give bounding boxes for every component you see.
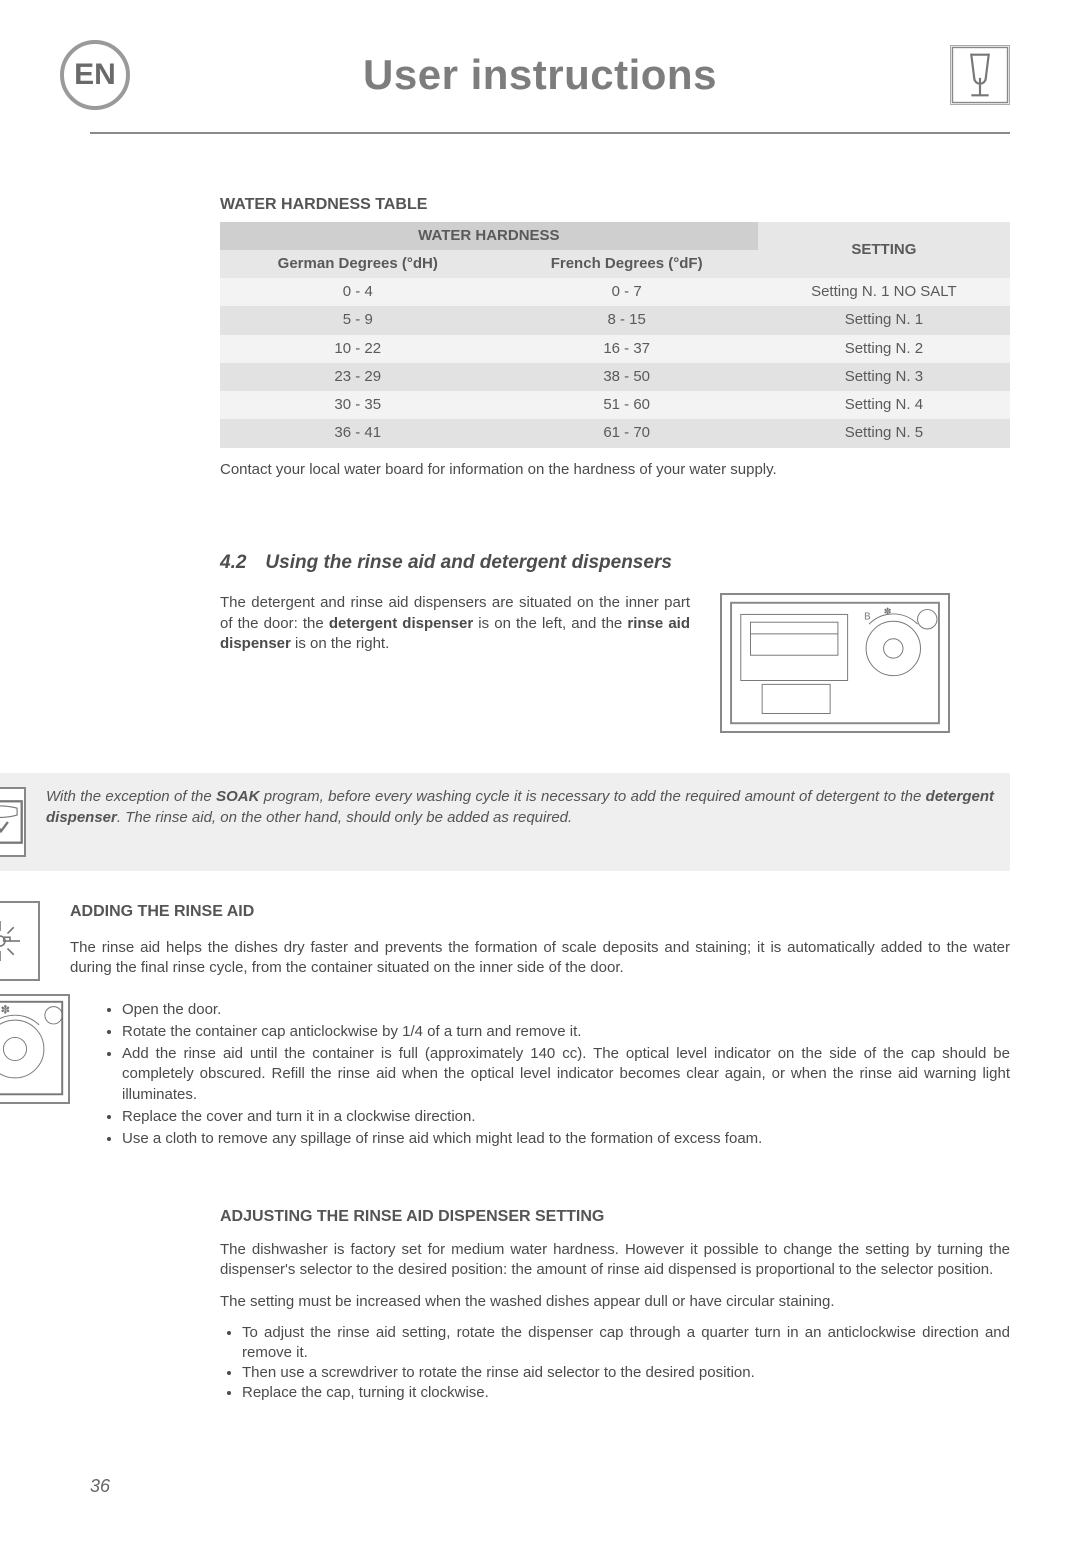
table-cell: 10 - 22	[220, 335, 496, 363]
list-item: Rotate the container cap anticlockwise b…	[122, 1022, 1010, 1042]
table-cell: Setting N. 1 NO SALT	[758, 278, 1010, 306]
svg-text:✽: ✽	[1, 1004, 11, 1016]
hardness-table: WATER HARDNESS SETTING German Degrees (°…	[220, 222, 1010, 448]
rinse-aid-icon	[0, 901, 40, 981]
list-item: Use a cloth to remove any spillage of ri…	[122, 1129, 1010, 1149]
table-cell: 16 - 37	[496, 335, 758, 363]
table-header-water-hardness: WATER HARDNESS	[220, 222, 758, 250]
list-item: Replace the cover and turn it in a clock…	[122, 1107, 1010, 1127]
table-row: 0 - 40 - 7Setting N. 1 NO SALT	[220, 278, 1010, 306]
table-row: 10 - 2216 - 37Setting N. 2	[220, 335, 1010, 363]
soak-callout: With the exception of the SOAK program, …	[0, 773, 1010, 871]
hardness-table-heading: WATER HARDNESS TABLE	[220, 194, 1010, 216]
table-cell: 0 - 7	[496, 278, 758, 306]
table-cell: 51 - 60	[496, 391, 758, 419]
list-item: Replace the cap, turning it clockwise.	[242, 1383, 1010, 1403]
list-item: Open the door.	[122, 1000, 1010, 1020]
rinse-heading: ADDING THE RINSE AID	[70, 901, 1010, 923]
table-cell: Setting N. 5	[758, 419, 1010, 447]
language-badge: EN	[60, 40, 130, 110]
adjust-p2: The setting must be increased when the w…	[220, 1292, 1010, 1312]
table-header-setting: SETTING	[758, 222, 1010, 279]
adjust-p1: The dishwasher is factory set for medium…	[220, 1240, 1010, 1281]
table-cell: 0 - 4	[220, 278, 496, 306]
table-cell: 23 - 29	[220, 363, 496, 391]
list-item: To adjust the rinse aid setting, rotate …	[242, 1323, 1010, 1364]
note-icon	[0, 787, 26, 857]
adjust-heading: ADJUSTING THE RINSE AID DISPENSER SETTIN…	[220, 1206, 1010, 1228]
table-cell: Setting N. 2	[758, 335, 1010, 363]
section-42-title: 4.2 Using the rinse aid and detergent di…	[220, 550, 1010, 576]
table-cell: Setting N. 4	[758, 391, 1010, 419]
table-cell: Setting N. 1	[758, 306, 1010, 334]
svg-text:✽: ✽	[884, 607, 892, 618]
table-cell: 36 - 41	[220, 419, 496, 447]
dispenser-panel-diagram: B ✽	[720, 593, 950, 733]
rinse-steps-list: Open the door.Rotate the container cap a…	[100, 1000, 1010, 1150]
table-header-german: German Degrees (°dH)	[220, 250, 496, 278]
section-42-paragraph: The detergent and rinse aid dispensers a…	[220, 593, 690, 654]
table-cell: 8 - 15	[496, 306, 758, 334]
table-cell: 38 - 50	[496, 363, 758, 391]
table-cell: 61 - 70	[496, 419, 758, 447]
table-header-french: French Degrees (°dF)	[496, 250, 758, 278]
table-cell: 5 - 9	[220, 306, 496, 334]
svg-text:B: B	[864, 612, 870, 623]
table-row: 5 - 98 - 15Setting N. 1	[220, 306, 1010, 334]
page-title: User instructions	[130, 47, 950, 104]
hardness-footnote: Contact your local water board for infor…	[220, 460, 1010, 480]
table-row: 30 - 3551 - 60Setting N. 4	[220, 391, 1010, 419]
page-header: EN User instructions	[90, 40, 1010, 134]
adjust-steps-list: To adjust the rinse aid setting, rotate …	[220, 1323, 1010, 1404]
table-cell: Setting N. 3	[758, 363, 1010, 391]
rinse-intro: The rinse aid helps the dishes dry faste…	[70, 938, 1010, 979]
list-item: Then use a screwdriver to rotate the rin…	[242, 1363, 1010, 1383]
rinse-dispenser-diagram: B ✽	[0, 994, 70, 1104]
table-row: 23 - 2938 - 50Setting N. 3	[220, 363, 1010, 391]
glass-icon	[951, 46, 1009, 104]
list-item: Add the rinse aid until the container is…	[122, 1044, 1010, 1105]
appliance-icon	[950, 45, 1010, 105]
table-row: 36 - 4161 - 70Setting N. 5	[220, 419, 1010, 447]
table-cell: 30 - 35	[220, 391, 496, 419]
page-number: 36	[90, 1474, 1010, 1498]
